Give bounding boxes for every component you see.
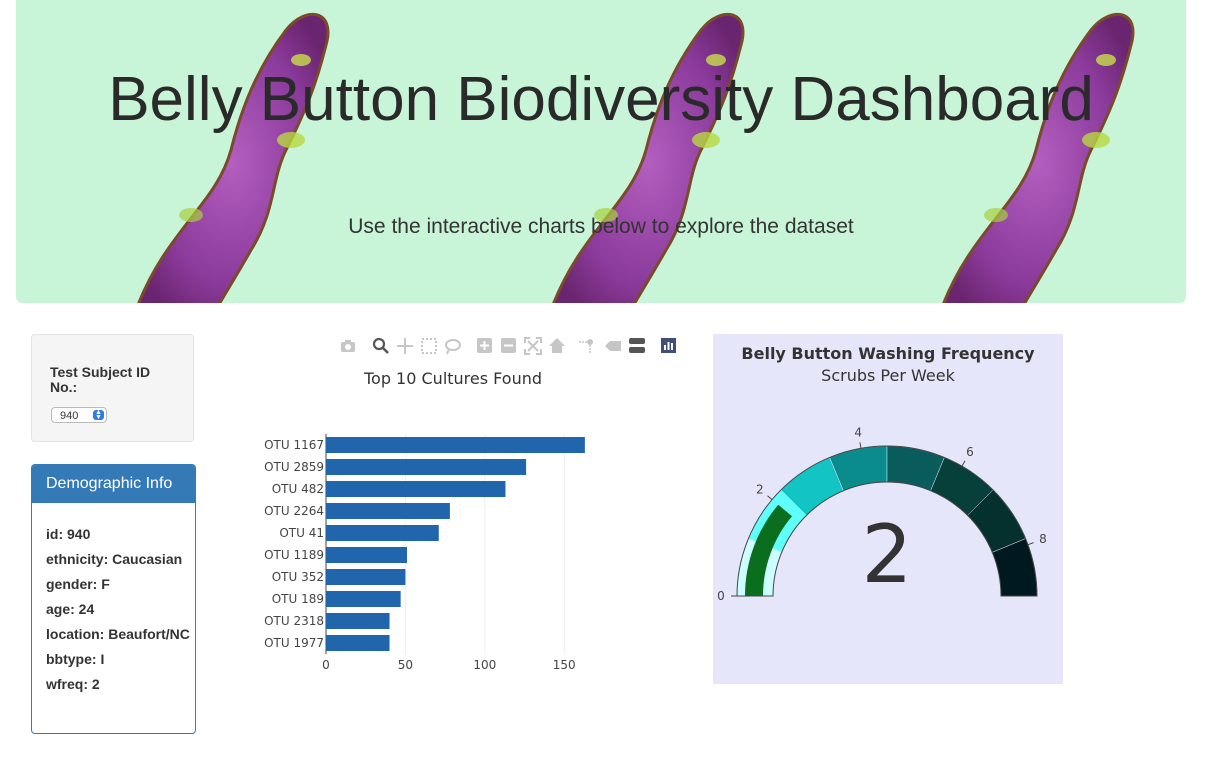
- zoom-out-icon[interactable]: [501, 338, 516, 353]
- bar[interactable]: [326, 591, 401, 607]
- demographic-panel: Demographic Info id: 940 ethnicity: Cauca…: [31, 464, 196, 734]
- category-label: OTU 352: [272, 570, 324, 584]
- category-label: OTU 482: [272, 482, 324, 496]
- gauge-tick: [859, 442, 862, 449]
- pan-icon[interactable]: [397, 338, 413, 354]
- gauge-chart: Belly Button Washing Frequency Scrubs Pe…: [713, 334, 1063, 684]
- gauge-outline: [736, 445, 1038, 597]
- category-label: OTU 1167: [264, 438, 324, 452]
- category-label: OTU 1977: [264, 636, 324, 650]
- modebar: [341, 337, 676, 355]
- select-arrows-icon: ▲ ▼: [93, 409, 104, 421]
- demographic-row: bbtype: I: [46, 651, 105, 667]
- demographic-row: location: Beaufort/NC: [46, 626, 190, 642]
- gauge-tick-label: 0: [717, 589, 725, 603]
- x-tick-label: 150: [553, 658, 576, 672]
- page-title: Belly Button Biodiversity Dashboard: [108, 65, 1094, 134]
- gauge-ticks: 0 2 4 6 8: [717, 426, 1047, 603]
- x-tick-label: 50: [398, 658, 413, 672]
- bar[interactable]: [326, 459, 527, 475]
- bar-chart-category-labels: OTU 1167 OTU 2859 OTU 482 OTU 2264 OTU 41 OTU…: [264, 438, 324, 650]
- gauge-tick-label: 2: [756, 482, 764, 496]
- gauge-value-bar: [745, 504, 793, 596]
- gauge-chart-svg: 0 2 4 6 8 2: [717, 426, 1047, 603]
- box-select-icon[interactable]: [421, 338, 437, 354]
- category-label: OTU 189: [272, 592, 324, 606]
- gauge-tick: [767, 495, 773, 500]
- gauge-tick: [1027, 542, 1034, 546]
- bar-chart-tick-labels: 0 50 100 150: [322, 658, 576, 672]
- subject-id-value: 940: [60, 410, 79, 422]
- gauge-value-number: 2: [862, 508, 913, 601]
- demographic-panel-body: id: 940 ethnicity: Caucasian gender: F age:…: [32, 503, 195, 692]
- demographic-row: gender: F: [46, 576, 110, 592]
- bar[interactable]: [326, 547, 407, 563]
- bar-chart-title: Top 10 Cultures Found: [363, 369, 542, 388]
- camera-icon[interactable]: [341, 340, 355, 352]
- zoom-in-icon[interactable]: [477, 338, 492, 353]
- gauge-bar[interactable]: [745, 504, 793, 596]
- category-label: OTU 2859: [264, 460, 324, 474]
- bar[interactable]: [326, 525, 439, 541]
- plotly-logo-icon[interactable]: [661, 338, 676, 353]
- demographic-panel-heading: Demographic Info: [32, 465, 195, 503]
- category-label: OTU 2318: [264, 614, 324, 628]
- bar[interactable]: [326, 569, 406, 585]
- x-tick-label: 0: [322, 658, 330, 672]
- subject-id-select[interactable]: 940 ▲ ▼: [51, 407, 107, 423]
- category-label: OTU 41: [279, 526, 324, 540]
- gauge-tick: [961, 460, 966, 467]
- bar[interactable]: [326, 635, 390, 651]
- bacterium-image: [137, 12, 330, 303]
- demographic-row: wfreq: 2: [46, 676, 100, 692]
- category-label: OTU 1189: [264, 548, 324, 562]
- bar-chart-bars: [326, 437, 585, 651]
- autoscale-icon[interactable]: [524, 337, 542, 355]
- demographic-row: ethnicity: Caucasian: [46, 551, 183, 567]
- jumbotron-banner: Belly Button Biodiversity Dashboard Use …: [16, 0, 1186, 303]
- page-subtitle: Use the interactive charts below to expl…: [348, 215, 854, 238]
- bar[interactable]: [326, 503, 450, 519]
- demographic-row: id: 940: [46, 526, 91, 542]
- gauge-subtitle: Scrubs Per Week: [821, 366, 955, 385]
- category-label: OTU 2264: [264, 504, 324, 518]
- bar[interactable]: [326, 481, 506, 497]
- x-tick-label: 100: [473, 658, 496, 672]
- bar[interactable]: [326, 437, 585, 453]
- hover-closest-icon[interactable]: [605, 341, 621, 351]
- demographic-row: age: 24: [46, 601, 95, 617]
- bar[interactable]: [326, 613, 390, 629]
- gauge-tick-label: 6: [966, 445, 974, 459]
- zoom-icon[interactable]: [372, 337, 389, 354]
- spike-lines-icon[interactable]: [579, 339, 593, 354]
- gauge-tick-label: 8: [1039, 532, 1047, 546]
- bar-chart: Top 10 Cultures Found OTU 1167 OTU 2859 OT…: [230, 330, 690, 680]
- reset-axes-icon[interactable]: [549, 338, 565, 353]
- gauge-tick-label: 4: [854, 426, 862, 440]
- lasso-select-icon[interactable]: [445, 339, 461, 355]
- subject-selector-well: Test Subject ID No.: 940 ▲ ▼: [31, 334, 194, 442]
- bacteria-background-image: [137, 12, 1135, 303]
- subject-selector-label: Test Subject ID No.:: [50, 364, 151, 395]
- gauge-title: Belly Button Washing Frequency: [741, 344, 1035, 363]
- hover-compare-icon[interactable]: [629, 338, 645, 353]
